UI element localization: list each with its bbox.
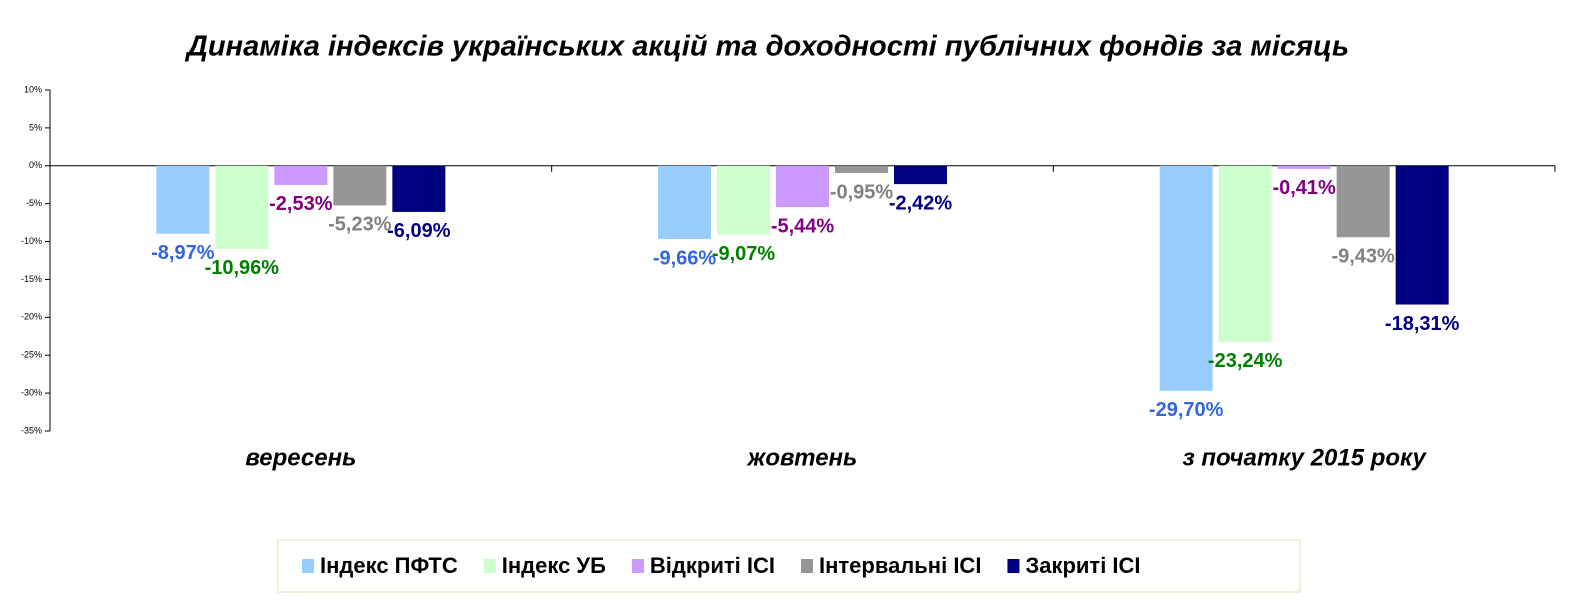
y-tick-label: -30% [21, 387, 42, 397]
x-tick-label: жовтень [746, 444, 858, 471]
y-tick-label: 10% [24, 84, 42, 94]
legend-label: Закриті ІСІ [1025, 553, 1140, 578]
legend-label: Інтервальні ІСІ [819, 553, 981, 578]
data-label: -9,43% [1331, 246, 1395, 268]
bar [658, 165, 711, 239]
legend-label: Індекс ПФТС [320, 553, 458, 578]
legend-swatch [483, 559, 496, 573]
y-tick-label: -20% [21, 312, 42, 322]
legend-label: Індекс УБ [502, 553, 606, 578]
bar [215, 165, 269, 249]
data-label: -18,31% [1385, 313, 1460, 335]
y-tick-label: -35% [21, 425, 42, 435]
data-label: -10,96% [205, 257, 280, 279]
data-label: -9,66% [653, 247, 717, 269]
bar [1218, 165, 1272, 342]
y-tick-label: -25% [21, 350, 42, 360]
legend-swatch [631, 559, 644, 573]
data-label: -0,95% [830, 181, 894, 203]
bar [894, 165, 947, 185]
data-label: -2,53% [269, 193, 333, 215]
data-label: -5,23% [328, 214, 392, 236]
legend-box [277, 539, 1301, 593]
data-label: -5,44% [771, 215, 835, 237]
legend-swatch [1007, 559, 1020, 573]
y-tick-label: -10% [21, 236, 42, 246]
x-tick-label: вересень [245, 444, 356, 471]
data-label: -8,97% [151, 242, 215, 264]
y-tick-label: -15% [21, 274, 42, 284]
x-tick-label: з початку 2015 року [1182, 444, 1427, 471]
bar [392, 165, 446, 212]
bar [333, 165, 387, 206]
chart-title: Динаміка індексів українських акцій та д… [184, 31, 1349, 63]
y-tick-label: -5% [26, 198, 42, 208]
bar [156, 165, 210, 234]
bar [1159, 165, 1213, 391]
bar [776, 165, 829, 208]
bar [1395, 165, 1449, 305]
bar [1277, 165, 1331, 169]
legend-label: Відкриті ІСІ [650, 553, 775, 578]
bar [1336, 165, 1390, 238]
y-tick-label: 0% [29, 160, 42, 170]
data-label: -9,07% [712, 243, 776, 265]
data-label: -0,41% [1272, 177, 1336, 199]
y-tick-label: 5% [29, 122, 42, 132]
bar [274, 165, 328, 185]
bar [717, 165, 770, 235]
data-label: -23,24% [1208, 350, 1283, 372]
data-label: -6,09% [387, 220, 451, 242]
legend-swatch [302, 559, 314, 573]
legend-swatch [800, 559, 813, 573]
data-label: -29,70% [1149, 399, 1224, 421]
data-label: -2,42% [889, 192, 953, 214]
bar [835, 165, 888, 173]
